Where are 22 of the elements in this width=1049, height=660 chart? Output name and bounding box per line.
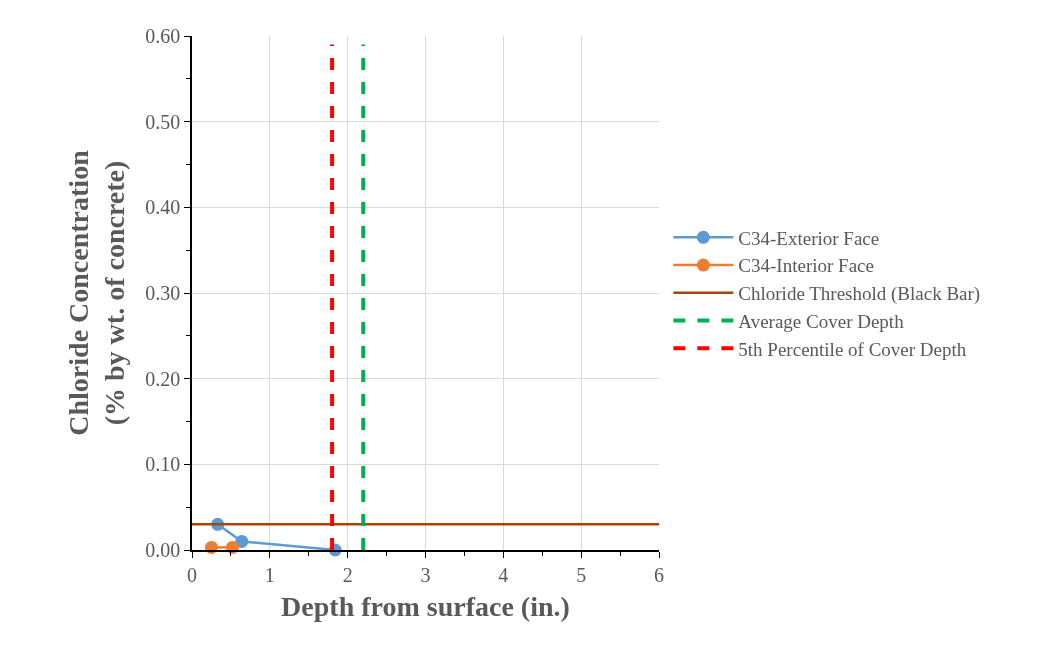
y-tick-label: 0.60	[145, 25, 181, 47]
y-tick-label: 0.10	[145, 453, 181, 476]
point	[235, 534, 249, 548]
y-axis-title: Chloride Concentration (% by wt. of concrete)	[63, 149, 131, 436]
x-tick-label: 0	[187, 563, 197, 586]
legend-label: C34-Exterior Face	[738, 227, 880, 249]
x-tick-label: 2	[342, 563, 353, 586]
y-tick-label: 0.00	[145, 539, 181, 561]
x-tick-label: 6	[654, 563, 664, 586]
legend-label: Average Cover Depth	[738, 310, 905, 332]
y-tick-label: 0.40	[145, 196, 181, 219]
legend-label: Chloride Threshold (Black Bar)	[738, 283, 981, 306]
x-tick-label: 4	[498, 563, 509, 586]
x-tick-label: 1	[264, 563, 275, 586]
x-tick-label: 5	[576, 563, 587, 586]
legend-label: 5th Percentile of Cover Depth	[738, 338, 967, 360]
y-tick-label: 0.30	[145, 282, 181, 304]
legend-label: C34-Interior Face	[738, 255, 874, 277]
x-tick-label: 3	[420, 563, 431, 586]
y-tick-label: 0.50	[145, 110, 181, 133]
y-tick-label: 0.20	[145, 367, 181, 390]
x-axis-title: Depth from surface (in.)	[281, 591, 570, 623]
